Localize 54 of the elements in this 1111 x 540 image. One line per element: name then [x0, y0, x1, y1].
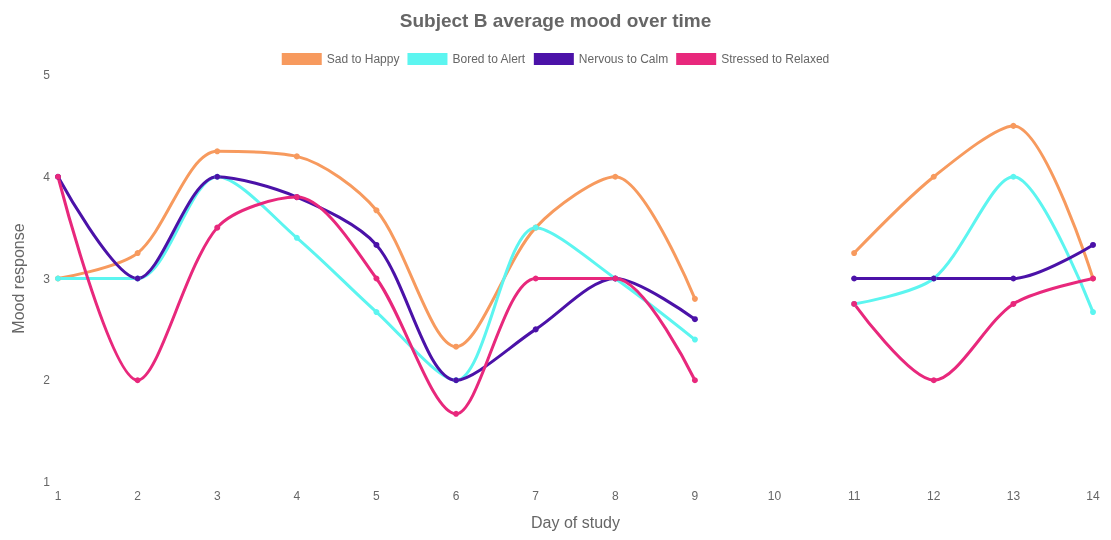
point — [851, 275, 858, 282]
point — [1090, 241, 1096, 248]
point — [1010, 173, 1017, 180]
point — [930, 173, 937, 180]
point — [293, 234, 300, 241]
x-axis-title: Day of study — [531, 513, 620, 531]
point — [691, 377, 698, 384]
point — [373, 275, 380, 282]
x-tick-label: 9 — [691, 489, 699, 503]
x-tick-label: 5 — [373, 489, 381, 503]
x-tick-label: 6 — [452, 489, 460, 503]
legend-label: Nervous to Calm — [578, 52, 669, 66]
x-tick-label: 10 — [767, 489, 782, 503]
x-tick-label: 14 — [1086, 489, 1100, 503]
y-tick-label: 2 — [43, 373, 51, 388]
x-tick-label: 2 — [134, 489, 142, 503]
point — [691, 336, 698, 343]
point — [1090, 309, 1096, 316]
point — [134, 377, 141, 384]
x-tick-label: 7 — [532, 489, 540, 503]
point — [1010, 122, 1017, 129]
point — [930, 377, 937, 384]
point — [1010, 300, 1017, 307]
point — [214, 148, 221, 155]
x-tick-label: 11 — [847, 489, 861, 503]
point — [691, 316, 698, 323]
legend-label: Bored to Alert — [452, 52, 526, 66]
y-tick-label: 1 — [43, 475, 51, 489]
y-tick-label: 5 — [43, 68, 51, 82]
point — [851, 250, 858, 257]
point — [453, 410, 460, 417]
point — [134, 250, 141, 257]
legend-label: Stressed to Relaxed — [721, 52, 830, 66]
x-tick-label: 1 — [54, 489, 62, 503]
x-tick-label: 13 — [1006, 489, 1021, 503]
legend-label: Sad to Happy — [326, 52, 400, 66]
y-tick-label: 3 — [43, 271, 51, 286]
y-axis-title: Mood response — [9, 223, 27, 334]
point — [214, 224, 221, 231]
point — [691, 295, 698, 302]
x-tick-label: 12 — [927, 489, 941, 503]
point — [453, 343, 460, 350]
point — [1010, 275, 1017, 282]
point — [373, 207, 380, 214]
point — [612, 173, 619, 180]
point — [373, 309, 380, 316]
x-tick-label: 3 — [213, 489, 221, 503]
point — [373, 241, 380, 248]
point — [293, 153, 300, 160]
chart-title: Subject B average mood over time — [399, 10, 712, 31]
point — [532, 326, 539, 333]
x-tick-label: 8 — [611, 489, 619, 503]
x-tick-label: 4 — [293, 489, 301, 503]
y-tick-label: 4 — [43, 169, 51, 184]
